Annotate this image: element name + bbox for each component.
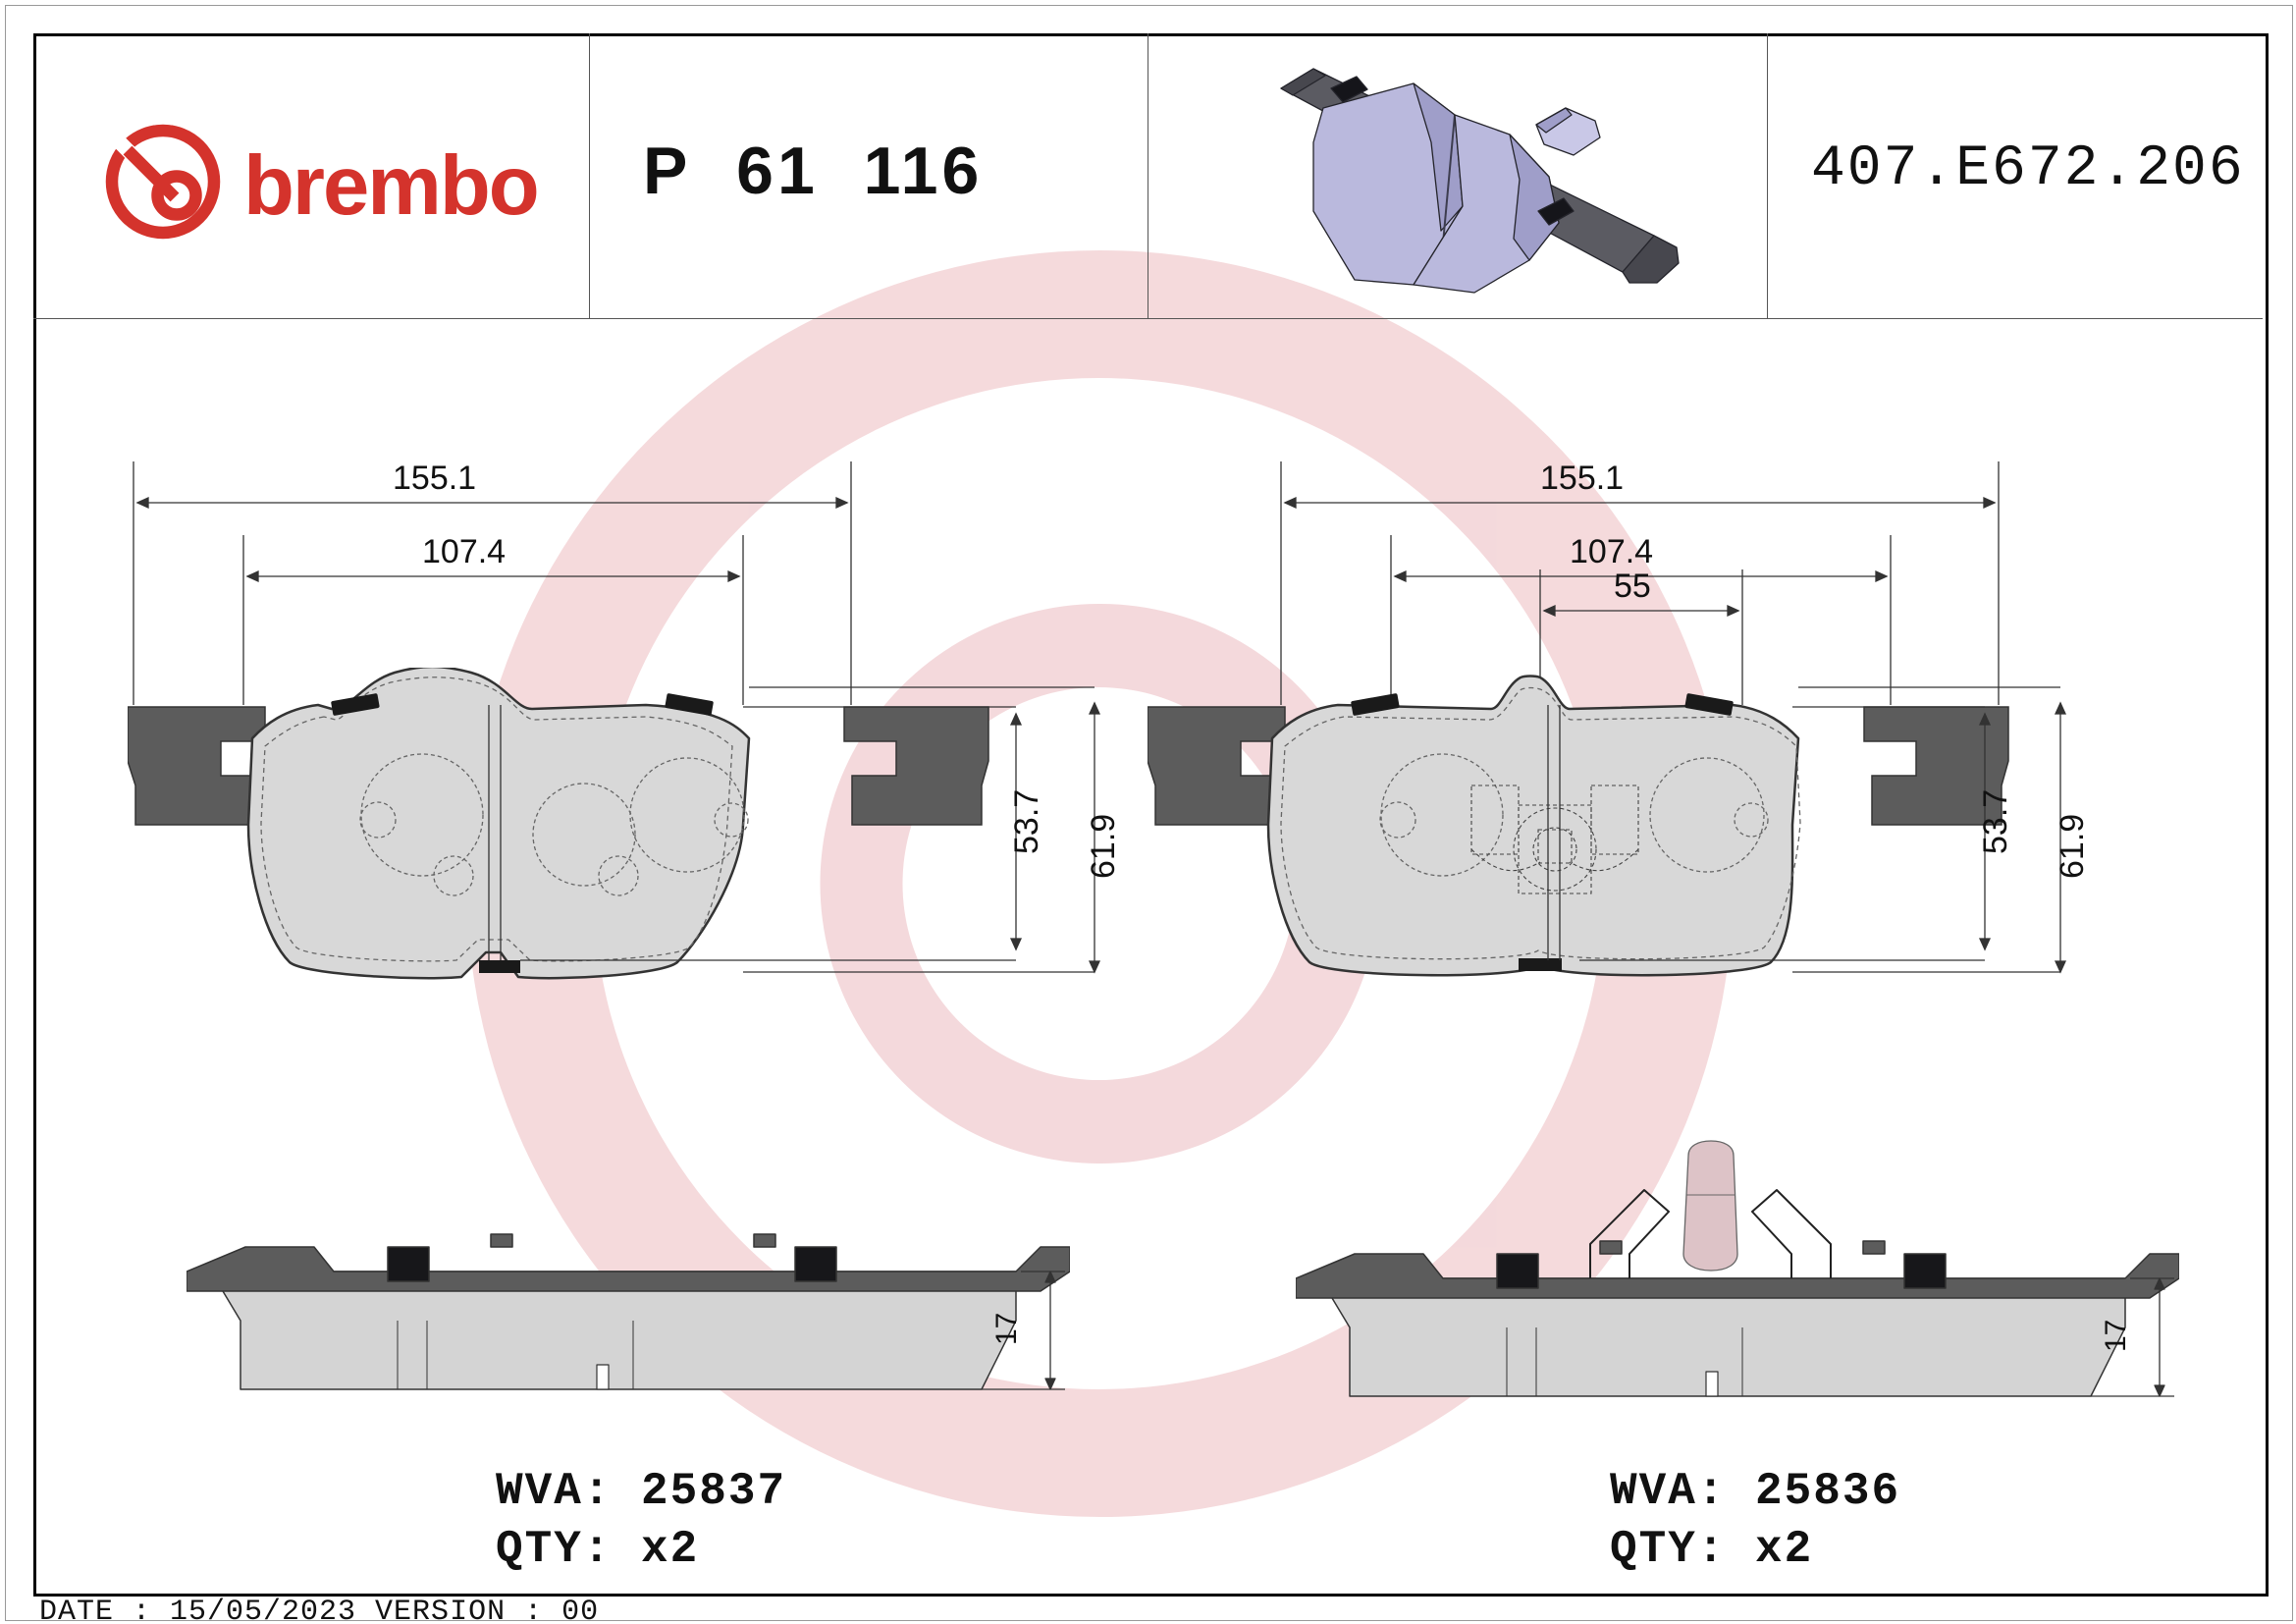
svg-text:53.7: 53.7 [1008,789,1045,854]
svg-text:brembo: brembo [243,139,538,233]
svg-text:155.1: 155.1 [1540,460,1624,497]
svg-text:107.4: 107.4 [1570,533,1653,570]
svg-text:17: 17 [2100,1320,2132,1352]
svg-text:55: 55 [1614,568,1651,605]
svg-text:17: 17 [990,1313,1023,1345]
svg-text:155.1: 155.1 [393,460,476,497]
svg-text:53.7: 53.7 [1977,789,2014,854]
svg-text:61.9: 61.9 [2054,814,2091,879]
svg-text:107.4: 107.4 [422,533,506,570]
svg-text:61.9: 61.9 [1085,814,1122,879]
